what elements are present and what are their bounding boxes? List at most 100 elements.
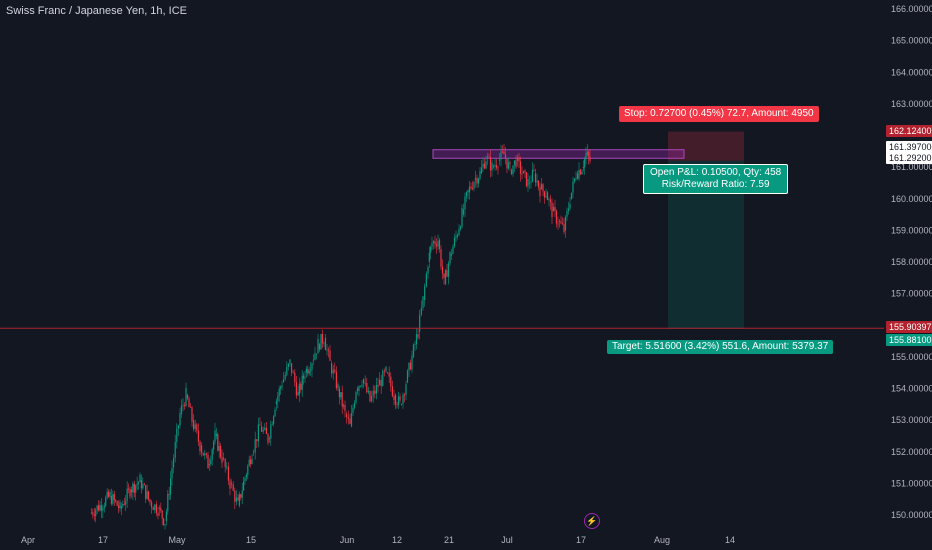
candle-body <box>119 502 121 509</box>
candle-body <box>146 491 148 499</box>
candle-body <box>455 236 457 238</box>
candle-body <box>251 458 253 464</box>
candle-body <box>578 169 580 179</box>
y-tick-label: 166.00000 <box>891 4 932 14</box>
candle-body <box>199 441 201 452</box>
candle-body <box>117 505 120 509</box>
candle-body <box>506 159 508 169</box>
candle-body <box>530 181 532 183</box>
candle-body <box>488 156 490 158</box>
resistance-zone <box>432 149 685 159</box>
candle-body <box>364 383 366 384</box>
candle-body <box>270 424 272 439</box>
candle-body <box>229 480 231 489</box>
candle-body <box>240 494 242 498</box>
candle-body <box>167 494 169 512</box>
candle-body <box>415 334 418 345</box>
candle-body <box>314 353 316 360</box>
candle-body <box>411 355 413 370</box>
candle-body <box>171 468 173 479</box>
candle-body <box>308 370 310 374</box>
candle-body <box>298 383 300 395</box>
candle-body <box>122 503 124 507</box>
candle-body <box>183 405 186 406</box>
candle-body <box>103 505 105 509</box>
candle-body <box>130 489 133 493</box>
candle-body <box>385 366 387 372</box>
x-tick-label: 12 <box>392 535 402 545</box>
candle-body <box>375 384 377 394</box>
candle-body <box>284 374 286 379</box>
candle-body <box>241 490 243 498</box>
candle-body <box>444 270 447 285</box>
candle-body <box>363 379 365 384</box>
candle-body <box>234 490 236 502</box>
candle-body <box>355 392 357 403</box>
candle-body <box>422 296 424 308</box>
candle-body <box>539 187 541 197</box>
candle-body <box>569 203 571 209</box>
entry-price-badge: 155.88100 <box>886 334 932 346</box>
candle-body <box>129 488 131 497</box>
candle-body <box>367 390 369 393</box>
candle-body <box>334 369 336 372</box>
y-tick-label: 150.00000 <box>891 510 932 520</box>
candle-body <box>435 244 438 247</box>
candle-body <box>425 273 427 287</box>
candle-body <box>449 252 451 264</box>
candle-body <box>581 171 583 175</box>
candle-body <box>380 379 382 387</box>
x-tick-label: 14 <box>725 535 735 545</box>
candle-body <box>377 384 379 387</box>
candle-body <box>116 501 118 506</box>
candle-body <box>403 394 406 396</box>
candle-body <box>163 518 165 525</box>
candle-body <box>447 263 450 277</box>
candle-body <box>149 499 151 503</box>
candle-body <box>137 482 140 484</box>
y-tick-label: 157.00000 <box>891 289 932 299</box>
candle-body <box>274 409 276 417</box>
candle-body <box>431 242 433 247</box>
candle-body <box>161 510 163 519</box>
candle-body <box>352 407 354 413</box>
candle-body <box>105 497 107 506</box>
candle-body <box>237 497 239 501</box>
candle-body <box>318 344 321 350</box>
candle-body <box>492 166 495 168</box>
candle-body <box>531 169 534 182</box>
candle-body <box>489 156 492 171</box>
candle-body <box>482 163 484 168</box>
candle-body <box>253 451 255 453</box>
candle-body <box>358 386 360 391</box>
candle-body <box>572 181 574 193</box>
candle-body <box>391 386 393 397</box>
candle-body <box>291 363 293 373</box>
candle-body <box>295 382 297 396</box>
candle-body <box>346 413 348 418</box>
candle-body <box>93 514 95 517</box>
candle-body <box>548 199 550 201</box>
candle-body <box>430 246 432 253</box>
candle-body <box>461 208 463 227</box>
candle-body <box>332 369 334 374</box>
lightning-icon[interactable]: ⚡ <box>584 513 600 529</box>
candle-body <box>434 241 436 245</box>
pnl-label: Open P&L: 0.10500, Qty: 458 Risk/Reward … <box>643 164 789 194</box>
candle-body <box>112 494 114 504</box>
candle-body <box>259 424 261 426</box>
candle-body <box>468 186 471 193</box>
candle-body <box>470 186 472 189</box>
candle-body <box>213 441 215 450</box>
candle-body <box>151 502 153 508</box>
candle-body <box>479 171 481 179</box>
candle-body <box>315 353 318 355</box>
candle-body <box>257 424 259 442</box>
stop-label: Stop: 0.72700 (0.45%) 72.7, Amount: 4950 <box>619 106 819 122</box>
candle-body <box>428 252 430 262</box>
candle-body <box>393 396 395 401</box>
candle-body <box>414 344 416 345</box>
candle-body <box>261 426 263 432</box>
